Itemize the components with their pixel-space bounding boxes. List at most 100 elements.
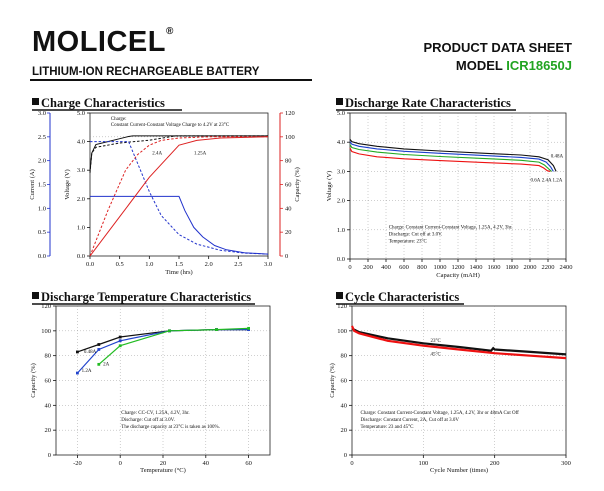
cycle-ytick-label: 40 — [341, 402, 348, 409]
capacity-tick-label: 0 — [285, 253, 288, 260]
rate-series-label: 0.48A — [551, 154, 564, 159]
temp-xtick-label: -20 — [73, 460, 82, 467]
temp-ytick-label: 20 — [45, 427, 52, 434]
rate-series-line — [349, 144, 552, 172]
voltage-tick-label: 3.0 — [77, 167, 85, 174]
charge-ylabel-current: Current (A) — [29, 169, 36, 200]
rate-ytick-label: 5.0 — [337, 110, 345, 117]
voltage-tick-label: 5.0 — [77, 110, 85, 117]
rate-xlabel: Capacity (mAH) — [436, 272, 480, 279]
charge-series-label: 2.4A — [152, 152, 162, 157]
rate-series-line — [349, 147, 551, 172]
doc-title: PRODUCT DATA SHEET — [423, 40, 572, 55]
temp-xtick-label: 60 — [245, 460, 252, 467]
capacity-tick-label: 40 — [285, 205, 292, 212]
cycle-series-label: 45°C — [430, 353, 441, 358]
cycle-xtick-label: 100 — [418, 460, 428, 467]
charge-ylabel-voltage: Voltage (V) — [64, 169, 71, 199]
temp-annotation: Charge: CC-CV, 1.25A, 4.2V, 3hr. — [121, 411, 189, 416]
rate-ytick-label: 0.0 — [337, 256, 345, 263]
charge-series-line — [90, 141, 269, 255]
charge-annotation: Constant Current-Constant Voltage Charge… — [111, 123, 230, 128]
model-line: MODEL ICR18650J — [456, 58, 572, 73]
temp-point — [76, 350, 79, 354]
temp-ytick-label: 40 — [45, 402, 52, 409]
charge-xtick-label: 1.5 — [175, 261, 183, 268]
voltage-tick-label: 4.0 — [77, 139, 85, 146]
voltage-tick-label: 0.0 — [77, 253, 85, 260]
capacity-tick-label: 100 — [285, 134, 295, 141]
cycle-annotation: Temperature: 23 and 45°C — [361, 425, 415, 430]
temp-xlabel: Temperature (°C) — [140, 467, 186, 474]
temp-annotation: Discharge: Cut off at 3.0V. — [121, 418, 175, 423]
temp-ytick-label: 60 — [45, 378, 52, 385]
rate-series-line — [349, 138, 557, 172]
temp-xtick-label: 20 — [160, 460, 167, 467]
capacity-tick-label: 20 — [285, 229, 292, 236]
cycle-ytick-label: 120 — [337, 303, 347, 310]
temp-series-label: 1.2A — [82, 369, 92, 374]
temp-title-bullet — [32, 292, 39, 299]
temp-ytick-label: 100 — [41, 328, 51, 335]
header-rule — [30, 79, 312, 81]
charge-series-line — [89, 135, 268, 174]
charge-series-line — [90, 195, 269, 255]
temp-point — [97, 348, 101, 351]
rate-xtick-label: 2000 — [524, 264, 537, 271]
cycle-title: Cycle Characteristics — [345, 290, 459, 304]
charge-title: Charge Characteristics — [41, 96, 165, 110]
rate-xtick-label: 0 — [348, 264, 351, 271]
temp-ytick-label: 120 — [41, 303, 51, 310]
voltage-tick-label: 2.0 — [77, 196, 85, 203]
current-tick-label: 2.5 — [38, 134, 46, 141]
current-tick-label: 0.0 — [38, 253, 46, 260]
rate-xtick-label: 1600 — [488, 264, 501, 271]
cycle-series-label: 23°C — [430, 339, 441, 344]
temp-annotation: The discharge capacity at 23°C is taken … — [121, 425, 220, 430]
charge-frame — [89, 112, 269, 257]
charge-series-line — [89, 136, 269, 257]
current-tick-label: 1.5 — [38, 182, 46, 189]
charge-xtick-label: 2.5 — [234, 261, 242, 268]
product-subtitle: LITHIUM-ION RECHARGEABLE BATTERY — [32, 66, 260, 78]
rate-ytick-label: 4.0 — [337, 139, 345, 146]
cycle-ytick-label: 60 — [341, 378, 348, 385]
cycle-xtick-label: 0 — [350, 460, 353, 467]
rate-ylabel: Voltage (V) — [326, 171, 333, 201]
charge-xlabel: Time (hrs) — [165, 269, 192, 276]
rate-xtick-label: 400 — [381, 264, 391, 271]
charge-xtick-label: 2.0 — [205, 261, 213, 268]
temp-title: Discharge Temperature Characteristics — [41, 290, 251, 304]
rate-series-line — [349, 141, 554, 172]
rate-title-bullet — [336, 98, 343, 105]
rate-xtick-label: 600 — [399, 264, 409, 271]
temp-point — [118, 344, 122, 348]
temp-ytick-label: 80 — [45, 353, 52, 360]
voltage-tick-label: 1.0 — [77, 224, 85, 231]
brand-name: MOLICEL — [32, 26, 166, 58]
cycle-annotation: Charge: Constant Current-Constant Voltag… — [361, 411, 520, 416]
cycle-ytick-label: 80 — [341, 353, 348, 360]
rate-annotation: Discharge: Cut off at 3.0V. — [389, 232, 443, 237]
rate-ytick-label: 2.0 — [337, 198, 345, 205]
cycle-frame — [351, 305, 567, 456]
rate-ytick-label: 1.0 — [337, 227, 345, 234]
molicel-logo: MOLICEL® — [32, 26, 174, 59]
capacity-tick-label: 120 — [285, 110, 295, 117]
rate-annotation: Temperature: 23°C — [389, 239, 428, 244]
temp-point — [118, 335, 122, 339]
cycle-annotation: Discharge: Constant Current, 2A, Cut off… — [361, 418, 460, 423]
rate-series-label: 1.2A — [553, 179, 563, 184]
rate-xtick-label: 2400 — [560, 264, 573, 271]
temp-series-label: 0.48A — [84, 350, 97, 355]
temp-series-label: 2A — [103, 363, 110, 368]
cycle-xtick-label: 300 — [561, 460, 571, 467]
current-tick-label: 3.0 — [38, 110, 46, 117]
capacity-tick-label: 60 — [285, 182, 292, 189]
temp-ylabel: Capacity (%) — [30, 363, 37, 397]
model-code: ICR18650J — [506, 58, 572, 73]
charge-xtick-label: 0.5 — [116, 261, 124, 268]
temp-point — [118, 339, 122, 343]
charge-ylabel-capacity: Capacity (%) — [294, 167, 301, 201]
temp-point — [168, 329, 171, 333]
